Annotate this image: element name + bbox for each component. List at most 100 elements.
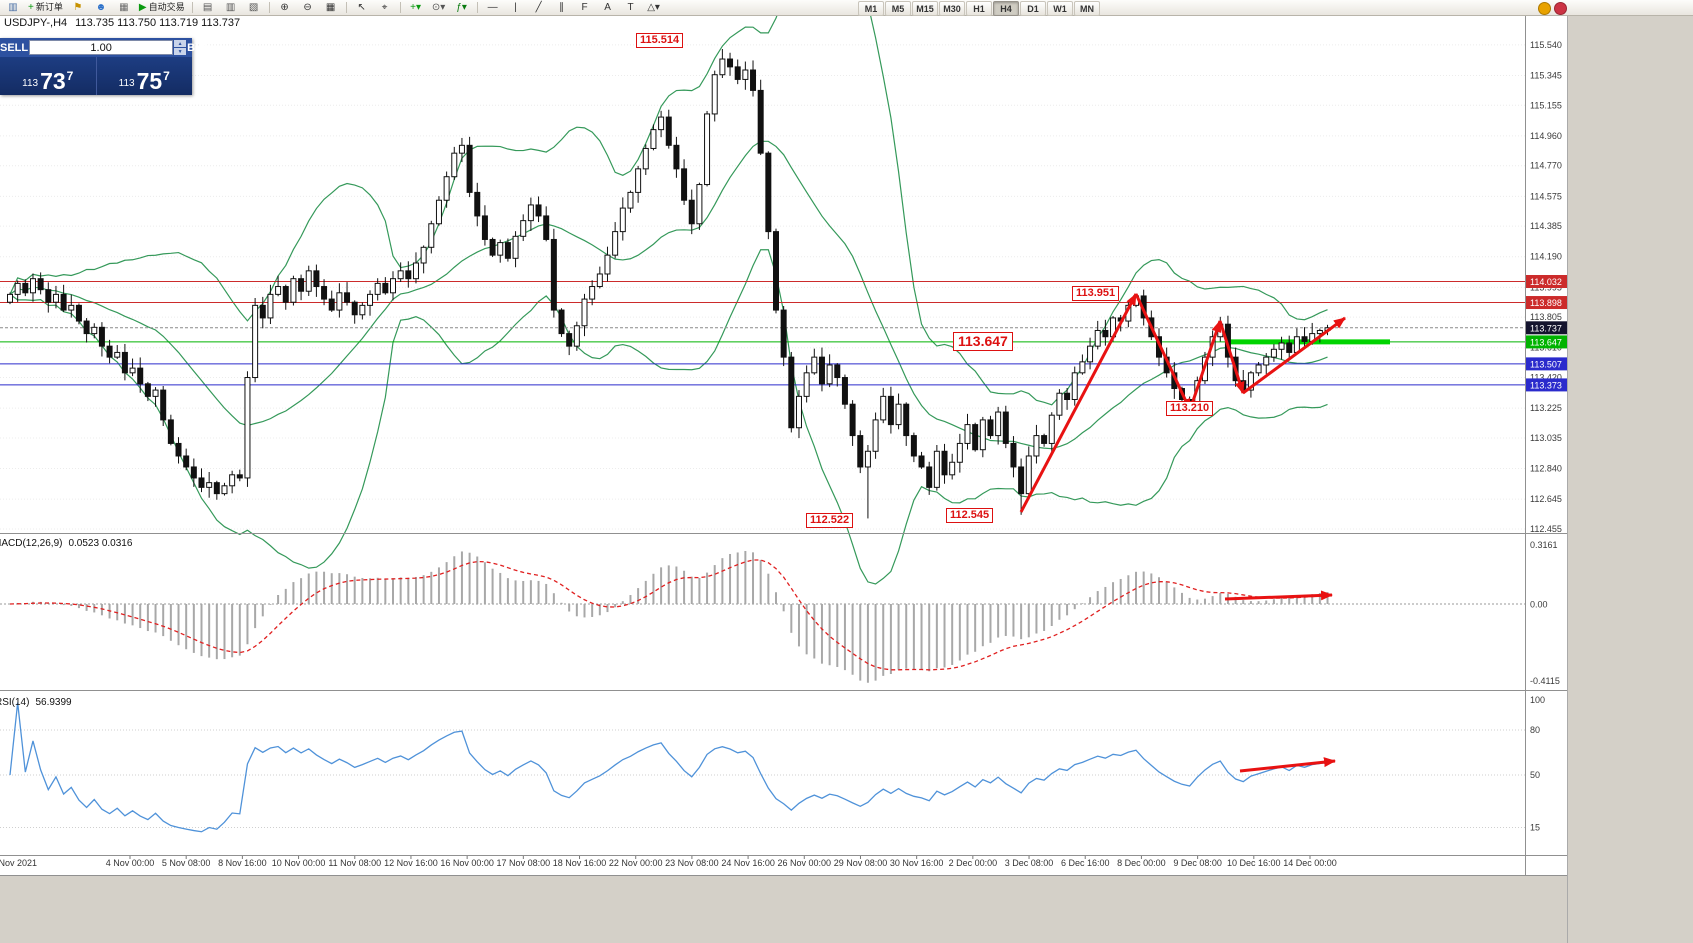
shapes-icon[interactable]: △▾ xyxy=(643,0,665,15)
svg-text:114.190: 114.190 xyxy=(1530,252,1562,262)
chart-grid-icon-glyph: ▦ xyxy=(325,2,336,13)
timeframe-buttons-group: M1 M5 M15 M30 H1 H4 D1 W1 MN xyxy=(858,1,1100,16)
svg-text:6 Dec 16:00: 6 Dec 16:00 xyxy=(1061,858,1110,868)
macd-name: MACD(12,26,9) xyxy=(0,538,63,549)
svg-text:80: 80 xyxy=(1530,725,1540,735)
svg-text:30 Nov 16:00: 30 Nov 16:00 xyxy=(890,858,944,868)
svg-text:114.770: 114.770 xyxy=(1530,161,1562,171)
label-icon-glyph: T xyxy=(627,2,634,13)
rsi-indicator-label: RSI(14) 56.9399 xyxy=(0,697,72,708)
trendline-icon-glyph: ╱ xyxy=(535,2,542,13)
zoom-in-icon-glyph: ⊕ xyxy=(280,2,289,13)
volume-up-button[interactable]: ▲ xyxy=(174,40,187,47)
toolbar-separator xyxy=(191,2,193,13)
timeframe-m15-button[interactable]: M15 xyxy=(912,1,938,16)
sell-price-button[interactable]: 113 73 7 xyxy=(0,57,97,95)
new-order-button-glyph: + xyxy=(28,2,34,13)
svg-text:24 Nov 16:00: 24 Nov 16:00 xyxy=(721,858,775,868)
hline-icon[interactable]: — xyxy=(482,0,504,15)
timeframe-h1-button[interactable]: H1 xyxy=(966,1,992,16)
svg-text:115.345: 115.345 xyxy=(1530,71,1562,81)
toolbar-buttons-group: ▥ + 新订单 ⚑ ☻ ▦ ▶ 自动交易 ▤ ▥ ▧ ⊕ ⊖ ▦ ↖ ⌖ +▾ ⊙▾ ƒ▾ — | ╱ ∥ F A T △▾ xyxy=(2,0,665,15)
autotrading-button-label: 自动交易 xyxy=(148,2,185,12)
fibonacci-icon[interactable]: F xyxy=(574,0,596,15)
svg-text:5 Nov 08:00: 5 Nov 08:00 xyxy=(162,858,211,868)
chart-window-icon-glyph: ▥ xyxy=(8,2,18,13)
toolbar-separator xyxy=(399,2,401,13)
svg-text:8 Nov 16:00: 8 Nov 16:00 xyxy=(218,858,267,868)
timeframe-mn-button[interactable]: MN xyxy=(1074,1,1100,16)
shapes-icon-glyph: △▾ xyxy=(647,2,660,13)
tile-vertical-icon[interactable]: ▥ xyxy=(220,0,242,15)
text-icon[interactable]: A xyxy=(597,0,619,15)
timeframe-h4-button[interactable]: H4 xyxy=(993,1,1019,16)
zoom-out-icon[interactable]: ⊖ xyxy=(297,0,319,15)
autotrading-button-glyph: ▶ xyxy=(138,2,147,13)
svg-text:-0.4115: -0.4115 xyxy=(1530,676,1560,686)
cascade-windows-icon[interactable]: ▧ xyxy=(243,0,265,15)
timeframe-d1-button[interactable]: D1 xyxy=(1020,1,1046,16)
timeframe-m1-button[interactable]: M1 xyxy=(858,1,884,16)
svg-text:100: 100 xyxy=(1530,695,1545,705)
svg-text:50: 50 xyxy=(1530,770,1540,780)
timeframe-m30-button[interactable]: M30 xyxy=(939,1,965,16)
svg-text:0.00: 0.00 xyxy=(1530,600,1548,610)
crosshair-icon[interactable]: ⌖ xyxy=(374,0,396,15)
cursor-icon-glyph: ↖ xyxy=(357,2,366,13)
svg-text:12 Nov 16:00: 12 Nov 16:00 xyxy=(384,858,438,868)
status-icon-2[interactable] xyxy=(1554,2,1567,15)
status-icon-1[interactable] xyxy=(1538,2,1551,15)
svg-text:22 Nov 00:00: 22 Nov 00:00 xyxy=(609,858,663,868)
svg-text:4 Nov 00:00: 4 Nov 00:00 xyxy=(106,858,155,868)
indicators-icon[interactable]: ƒ▾ xyxy=(451,0,473,15)
svg-text:10 Nov 00:00: 10 Nov 00:00 xyxy=(272,858,326,868)
svg-text:114.385: 114.385 xyxy=(1530,221,1562,231)
new-chart-icon-glyph: +▾ xyxy=(410,2,421,13)
cursor-icon[interactable]: ↖ xyxy=(351,0,373,15)
sell-price-prefix: 113 xyxy=(22,78,39,89)
profiles-icon[interactable]: ▦ xyxy=(113,0,135,15)
vline-icon[interactable]: | xyxy=(505,0,527,15)
symbol-period-label: USDJPY-,H4 xyxy=(4,17,68,29)
zoom-in-icon[interactable]: ⊕ xyxy=(274,0,296,15)
crosshair-icon-glyph: ⌖ xyxy=(381,2,388,13)
volume-down-button[interactable]: ▼ xyxy=(174,48,187,55)
timeframe-w1-button[interactable]: W1 xyxy=(1047,1,1073,16)
buy-price-button[interactable]: 113 75 7 xyxy=(97,57,193,95)
rsi-name: RSI(14) xyxy=(0,697,30,708)
sell-price-sup: 7 xyxy=(66,69,74,83)
volume-spinner: ▲ ▼ xyxy=(174,40,187,55)
trendline-icon[interactable]: ╱ xyxy=(528,0,550,15)
svg-text:115.540: 115.540 xyxy=(1530,40,1562,50)
period-icon[interactable]: ⊙▾ xyxy=(428,0,450,15)
svg-text:18 Nov 16:00: 18 Nov 16:00 xyxy=(553,858,607,868)
svg-text:113.035: 113.035 xyxy=(1530,433,1562,443)
new-order-button[interactable]: + 新订单 xyxy=(25,0,66,15)
trade-panel-top-row: SELL ▲ ▼ BUY xyxy=(0,38,210,57)
volume-input[interactable] xyxy=(29,40,174,55)
community-icon[interactable]: ☻ xyxy=(90,0,112,15)
svg-text:114.575: 114.575 xyxy=(1530,191,1562,201)
svg-text:0.3161: 0.3161 xyxy=(1530,540,1558,550)
tile-windows-icon[interactable]: ▤ xyxy=(197,0,219,15)
timeframe-m5-button[interactable]: M5 xyxy=(885,1,911,16)
chart-window-icon[interactable]: ▥ xyxy=(2,0,24,15)
svg-text:114.960: 114.960 xyxy=(1530,131,1562,141)
svg-text:29 Nov 08:00: 29 Nov 08:00 xyxy=(834,858,888,868)
svg-text:14 Dec 00:00: 14 Dec 00:00 xyxy=(1283,858,1337,868)
label-icon[interactable]: T xyxy=(620,0,642,15)
chart-grid-icon[interactable]: ▦ xyxy=(320,0,342,15)
macd-values: 0.0523 0.0316 xyxy=(68,538,133,549)
svg-text:113.373: 113.373 xyxy=(1530,380,1562,390)
buy-button[interactable]: BUY xyxy=(187,41,211,54)
autotrading-button[interactable]: ▶ 自动交易 xyxy=(136,0,188,15)
announcement-icon[interactable]: ⚑ xyxy=(67,0,89,15)
svg-text:3 Dec 08:00: 3 Dec 08:00 xyxy=(1005,858,1054,868)
sell-button[interactable]: SELL xyxy=(0,41,29,54)
chart-header: USDJPY-,H4 113.735 113.750 113.719 113.73… xyxy=(4,17,240,29)
one-click-trading-panel: SELL ▲ ▼ BUY 113 73 7 113 75 7 xyxy=(0,38,210,95)
rsi-value: 56.9399 xyxy=(35,697,72,708)
new-chart-icon[interactable]: +▾ xyxy=(405,0,427,15)
channel-icon[interactable]: ∥ xyxy=(551,0,573,15)
